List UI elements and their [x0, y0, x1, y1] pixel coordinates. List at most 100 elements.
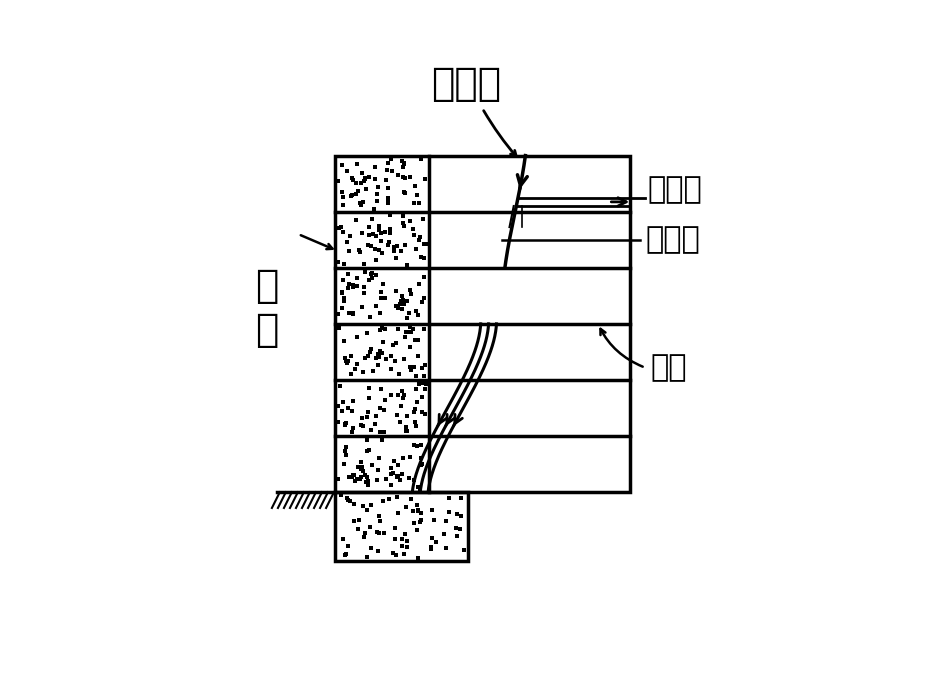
Point: [349, 177, 364, 188]
Point: [393, 296, 408, 307]
Point: [334, 287, 349, 298]
Point: [361, 229, 376, 240]
Point: [395, 393, 410, 404]
Point: [414, 392, 429, 403]
Point: [404, 494, 419, 505]
Point: [413, 515, 428, 526]
Point: [330, 417, 345, 428]
Point: [363, 499, 378, 510]
Point: [407, 440, 422, 451]
Point: [390, 241, 405, 252]
Point: [390, 470, 405, 481]
Point: [342, 246, 357, 257]
Point: [355, 301, 370, 312]
Point: [368, 410, 383, 421]
Point: [382, 209, 397, 220]
Point: [347, 475, 362, 486]
Point: [414, 251, 429, 262]
Point: [441, 507, 456, 518]
Point: [409, 441, 424, 451]
Point: [336, 259, 351, 270]
Point: [389, 301, 404, 311]
Point: [368, 419, 383, 430]
Point: [336, 295, 351, 306]
Point: [354, 457, 369, 468]
Point: [402, 322, 417, 333]
Point: [371, 349, 386, 360]
Point: [372, 245, 387, 256]
Point: [381, 197, 396, 208]
Point: [377, 395, 392, 406]
Point: [397, 529, 412, 540]
Text: 抗滑力: 抗滑力: [648, 176, 703, 204]
Point: [356, 196, 371, 207]
Point: [367, 204, 382, 214]
Point: [336, 191, 351, 202]
Point: [408, 305, 423, 316]
Point: [343, 369, 359, 380]
Point: [412, 197, 427, 208]
Point: [331, 401, 346, 412]
Point: [359, 477, 374, 488]
Point: [371, 359, 386, 370]
Point: [415, 459, 430, 470]
Point: [330, 175, 345, 186]
Text: 墙
面: 墙 面: [255, 267, 279, 349]
Point: [385, 165, 400, 176]
Point: [372, 510, 387, 521]
Point: [383, 227, 398, 238]
Point: [360, 350, 375, 361]
Point: [412, 378, 427, 389]
Point: [336, 458, 351, 469]
Point: [408, 243, 423, 254]
Point: [380, 193, 395, 204]
Point: [358, 266, 373, 277]
Bar: [335, 156, 630, 492]
Point: [352, 473, 367, 484]
Point: [401, 473, 416, 484]
Point: [396, 186, 411, 197]
Point: [338, 449, 353, 460]
Point: [361, 383, 376, 394]
Point: [359, 471, 375, 482]
Point: [417, 383, 432, 394]
Point: [336, 227, 351, 238]
Point: [359, 446, 375, 457]
Point: [334, 406, 349, 417]
Point: [376, 527, 391, 538]
Point: [373, 426, 388, 437]
Point: [340, 358, 355, 369]
Point: [407, 334, 423, 345]
Point: [385, 547, 400, 558]
Point: [356, 366, 371, 377]
Point: [344, 190, 359, 201]
Point: [373, 324, 388, 335]
Point: [360, 407, 375, 418]
Point: [384, 389, 399, 400]
Point: [414, 406, 429, 417]
Point: [396, 158, 411, 169]
Point: [352, 197, 367, 208]
Point: [426, 514, 441, 525]
Point: [358, 173, 373, 184]
Point: [418, 409, 433, 420]
Point: [362, 311, 377, 322]
Point: [404, 289, 419, 300]
Point: [335, 534, 350, 545]
Point: [356, 421, 371, 432]
Point: [409, 524, 424, 535]
Point: [366, 229, 381, 240]
Point: [390, 471, 405, 482]
Point: [391, 460, 406, 471]
Point: [355, 413, 370, 423]
Point: [399, 260, 414, 270]
Point: [413, 453, 428, 464]
Point: [389, 549, 404, 560]
Point: [388, 355, 403, 366]
Point: [395, 210, 410, 221]
Point: [394, 468, 409, 479]
Point: [331, 257, 346, 268]
Point: [416, 253, 431, 264]
Point: [416, 370, 431, 381]
Point: [377, 324, 392, 335]
